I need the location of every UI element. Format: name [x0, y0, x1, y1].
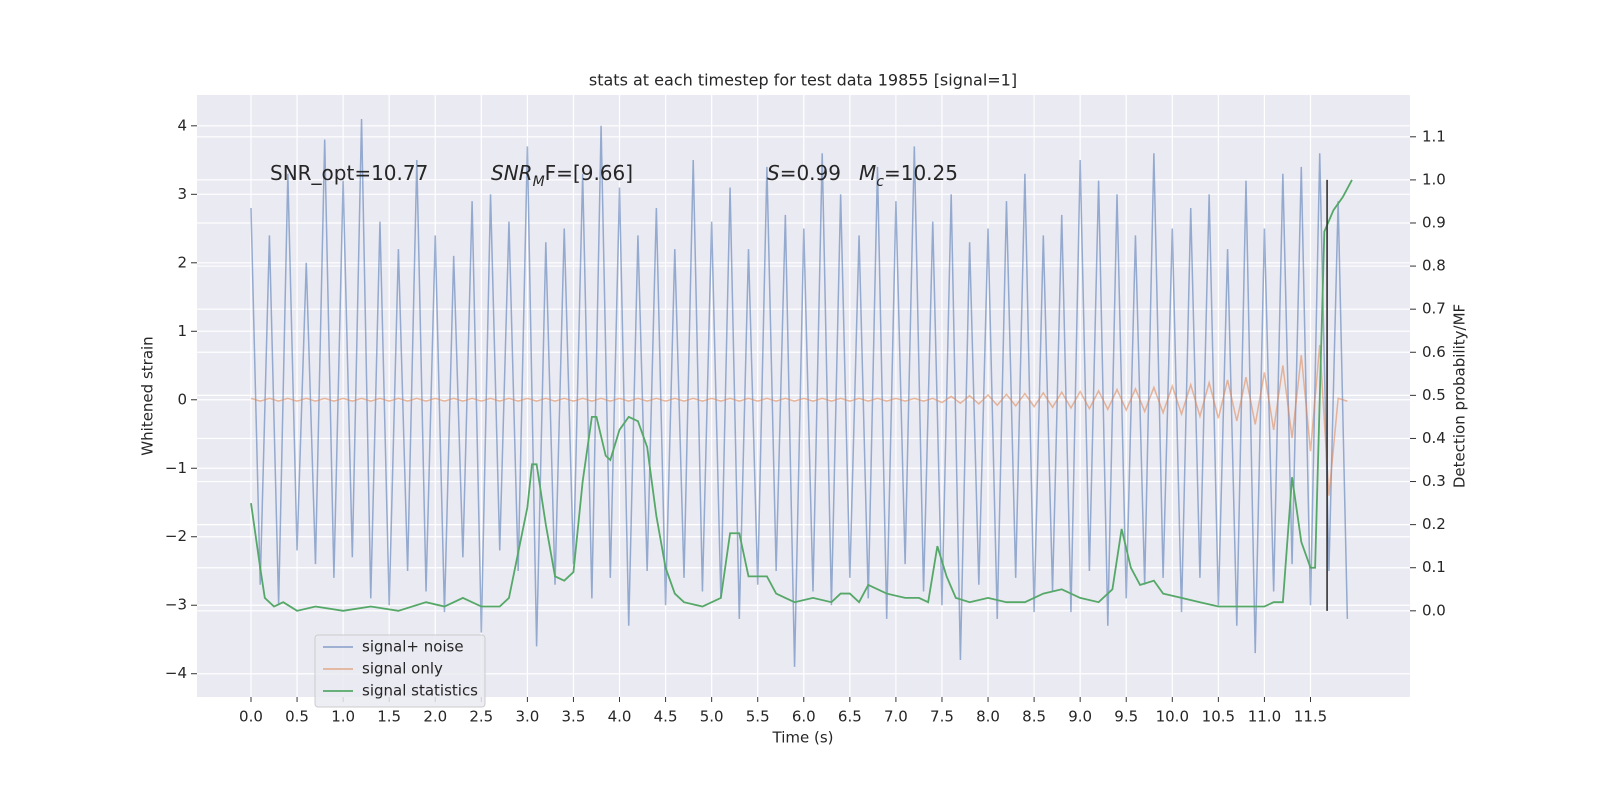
- x-tick-label: 7.0: [884, 708, 908, 726]
- x-axis-label: Time (s): [772, 729, 834, 747]
- y2-tick-label: 0.5: [1422, 386, 1446, 404]
- chart-title: stats at each timestep for test data 198…: [589, 71, 1017, 90]
- x-tick-label: 3.5: [562, 708, 586, 726]
- y2-tick-label: 0.7: [1422, 300, 1446, 318]
- x-tick-label: 10.5: [1202, 708, 1235, 726]
- x-tick-label: 1.5: [377, 708, 401, 726]
- y2-tick-label: 0.2: [1422, 515, 1446, 533]
- legend-label: signal statistics: [362, 682, 478, 700]
- y-tick-label: −1: [165, 459, 187, 477]
- series-line: [250, 344, 1348, 496]
- x-tick-label: 2.5: [469, 708, 493, 726]
- annotation-part: F=[9.66]: [545, 161, 633, 185]
- x-tick-label: 9.5: [1114, 708, 1138, 726]
- y2-tick-label: 0.1: [1422, 558, 1446, 576]
- x-tick-label: 0.5: [285, 708, 309, 726]
- x-tick-label: 4.0: [608, 708, 632, 726]
- y-tick-label: 4: [177, 116, 187, 134]
- y-tick-label: −3: [165, 596, 187, 614]
- legend-label: signal only: [362, 660, 443, 678]
- x-tick-label: 4.5: [654, 708, 678, 726]
- x-tick-label: 1.0: [331, 708, 355, 726]
- annotation-part: SNR_opt=10.77: [270, 161, 428, 185]
- annotation-part: M: [533, 174, 545, 190]
- x-tick-label: 11.0: [1248, 708, 1281, 726]
- y-tick-label: −2: [165, 527, 187, 545]
- annotation-part: M: [859, 161, 876, 185]
- x-tick-label: 6.5: [838, 708, 862, 726]
- y-tick-label: 3: [177, 185, 187, 203]
- annotation: SNR_opt=10.77: [270, 161, 428, 185]
- annotation-part: c: [876, 174, 884, 190]
- legend-label: signal+ noise: [362, 638, 464, 656]
- axes: 0.0 0.5 1.0 1.5 2.0 2.5 3.0 3.5 4.0 4.5 5.0 5.5 6.0 6…: [165, 116, 1446, 725]
- x-tick-label: 9.0: [1068, 708, 1092, 726]
- y2-tick-label: 1.0: [1422, 170, 1446, 188]
- x-tick-label: 6.0: [792, 708, 816, 726]
- legend-box: [314, 634, 486, 708]
- series-line: [250, 118, 1349, 667]
- x-tick-label: 5.0: [700, 708, 724, 726]
- x-tick-label: 7.5: [930, 708, 954, 726]
- series-line: [250, 179, 1353, 612]
- y-tick-label: 1: [177, 322, 187, 340]
- y2-tick-label: 0.6: [1422, 343, 1446, 361]
- x-tick-label: 11.5: [1294, 708, 1327, 726]
- y-axis-label: Whitened strain: [139, 336, 157, 455]
- y-tick-label: −4: [165, 664, 187, 682]
- annotation: S=0.99: [767, 161, 841, 185]
- y2-tick-label: 0.0: [1422, 601, 1446, 619]
- legend: signal+ noise signal only signal statistic…: [314, 634, 486, 708]
- annotation-part: =0.99: [780, 161, 841, 185]
- y2-tick-label: 0.8: [1422, 257, 1446, 275]
- marks: [250, 118, 1353, 667]
- y2-tick-label: 1.1: [1422, 127, 1446, 145]
- y-tick-label: 2: [177, 253, 187, 271]
- y2-tick-label: 0.4: [1422, 429, 1446, 447]
- y2-tick-label: 0.9: [1422, 213, 1446, 231]
- annotation-part: S: [767, 161, 780, 185]
- x-tick-label: 5.5: [746, 708, 770, 726]
- x-tick-label: 0.0: [239, 708, 263, 726]
- x-tick-label: 8.5: [1022, 708, 1046, 726]
- y2-axis-label: Detection probability/MF: [1451, 304, 1469, 488]
- annotation-part: =10.25: [884, 161, 958, 185]
- x-tick-label: 2.0: [423, 708, 447, 726]
- annotation-part: SNR: [491, 161, 533, 185]
- annotation: Mc=10.25: [859, 161, 958, 191]
- y2-tick-label: 0.3: [1422, 472, 1446, 490]
- x-tick-label: 8.0: [976, 708, 1000, 726]
- y-tick-label: 0: [177, 390, 187, 408]
- annotation: SNRMF=[9.66]: [491, 161, 633, 191]
- x-tick-label: 10.0: [1156, 708, 1189, 726]
- x-tick-label: 3.0: [515, 708, 539, 726]
